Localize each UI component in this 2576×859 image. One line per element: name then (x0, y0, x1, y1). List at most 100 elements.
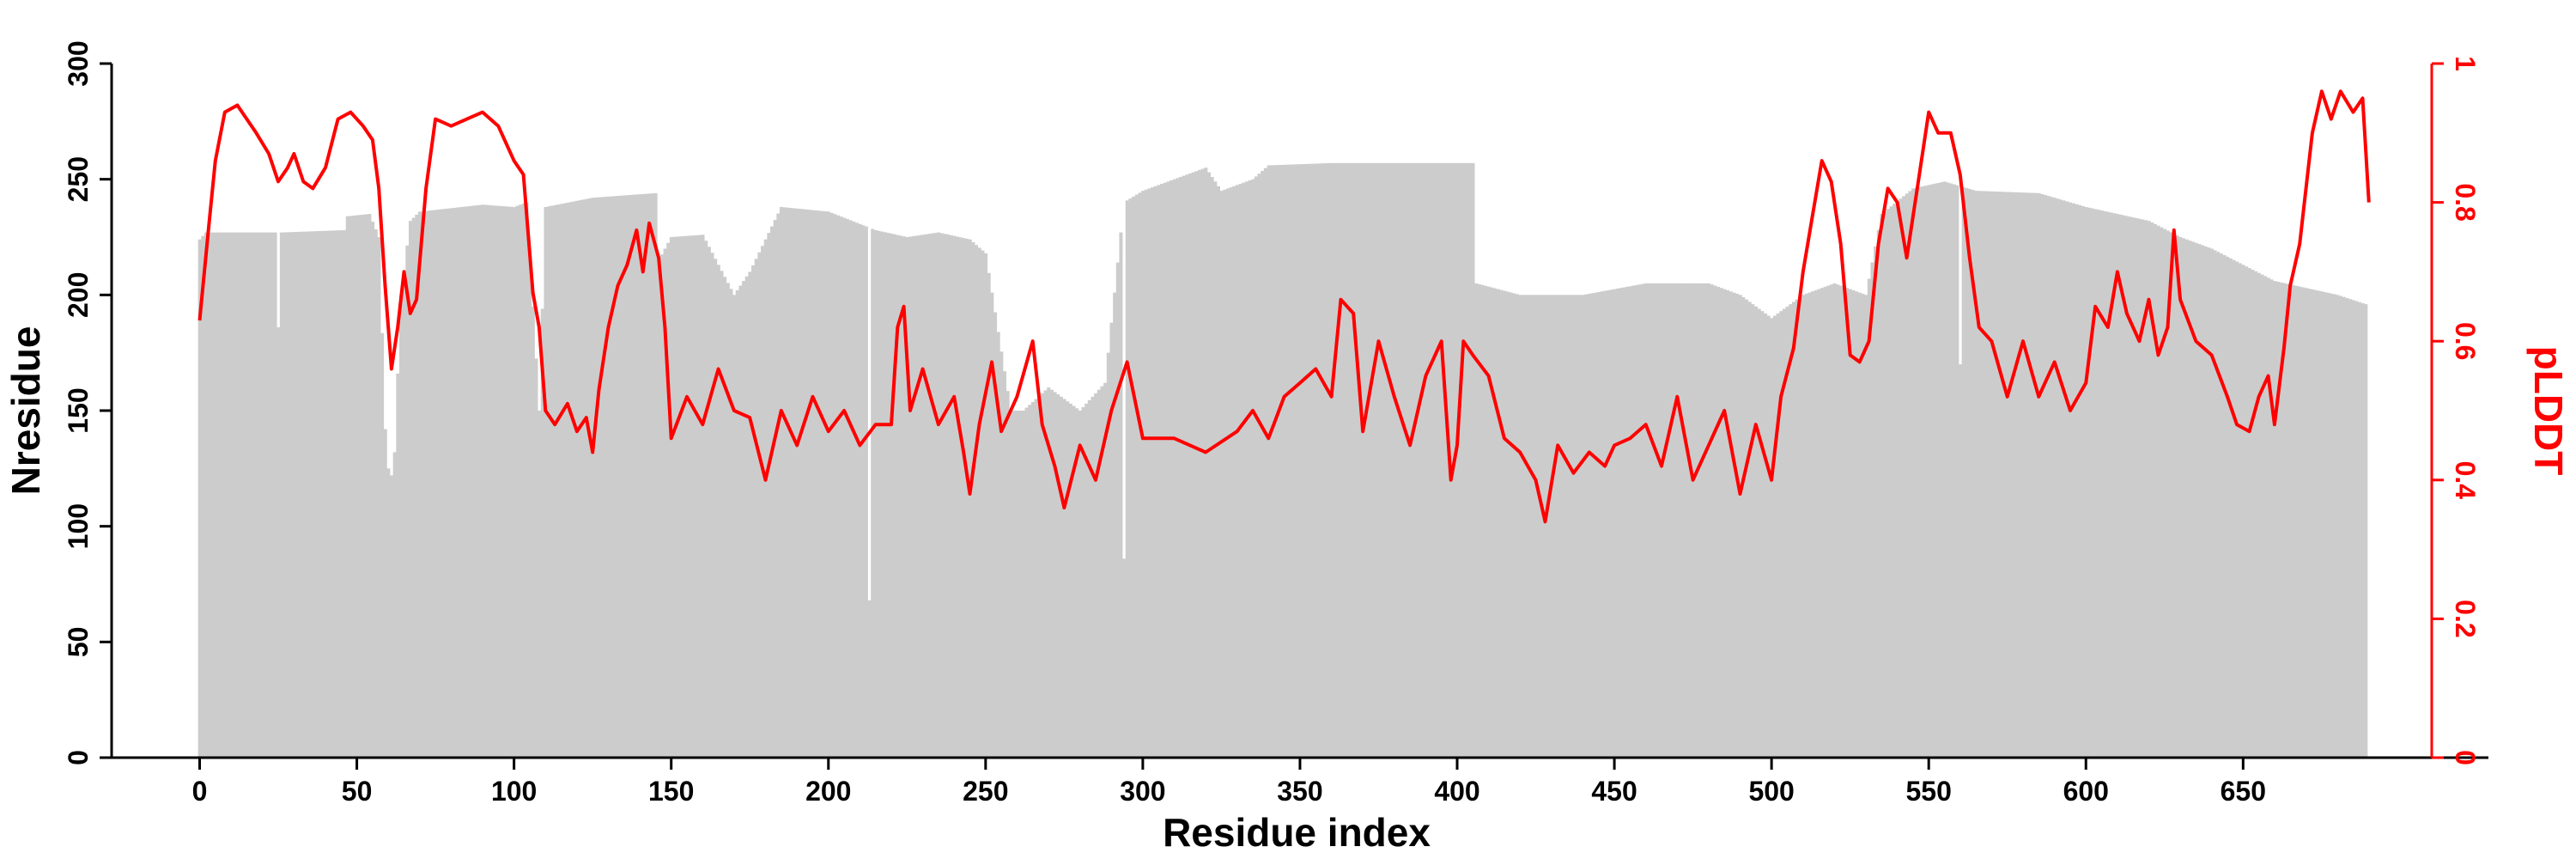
nresidue-bar (1556, 295, 1560, 758)
nresidue-bar (1191, 172, 1195, 758)
nresidue-bar (2197, 244, 2202, 758)
nresidue-bar (1355, 162, 1359, 758)
nresidue-bar (780, 206, 784, 758)
nresidue-bar (1700, 283, 1704, 758)
nresidue-bar (2320, 291, 2324, 758)
nresidue-bar (1028, 405, 1032, 758)
nresidue-bar (2112, 213, 2117, 758)
nresidue-bar (2188, 241, 2192, 758)
nresidue-bar (1163, 182, 1167, 758)
nresidue-bar (1940, 182, 1944, 758)
nresidue-bar (1876, 229, 1880, 758)
nresidue-bar (1600, 291, 1604, 758)
nresidue-bar (892, 234, 896, 758)
y-right-tick-label: 1 (2450, 56, 2481, 71)
nresidue-bar (1899, 198, 1903, 758)
nresidue-bar (2093, 209, 2098, 758)
nresidue-bar (1176, 178, 1180, 758)
nresidue-bar (2228, 258, 2233, 758)
nresidue-bar (1015, 411, 1019, 758)
nresidue-bar (1942, 181, 1947, 758)
nresidue-bar (1552, 295, 1557, 758)
nresidue-bar (2062, 200, 2066, 758)
nresidue-bar (1546, 295, 1551, 758)
nresidue-bar (462, 206, 466, 758)
x-tick-label: 350 (1277, 776, 1322, 807)
nresidue-bar (1151, 187, 1155, 758)
nresidue-bar (368, 214, 372, 758)
nresidue-bar (1364, 162, 1369, 758)
nresidue-bar (1138, 192, 1142, 758)
nresidue-bar (2323, 292, 2327, 758)
nresidue-bar (1594, 292, 1598, 758)
nresidue-bar (289, 232, 293, 758)
nresidue-bar (1814, 289, 1818, 758)
nresidue-bar (455, 207, 459, 758)
nresidue-bar (568, 202, 573, 758)
nresidue-bar (924, 234, 928, 758)
nresidue-bar (1681, 283, 1686, 758)
nresidue-bar (2118, 214, 2123, 758)
nresidue-bar (1461, 162, 1466, 758)
nresidue-bar (245, 232, 249, 758)
nresidue-bar (720, 271, 724, 758)
x-tick-label: 150 (648, 776, 694, 807)
nresidue-bar (465, 206, 469, 758)
nresidue-bar (647, 193, 652, 758)
nresidue-bar (1857, 292, 1862, 758)
nresidue-bar (2345, 297, 2349, 758)
nresidue-bar (2153, 223, 2158, 758)
nresidue-bar (1109, 322, 1114, 758)
nresidue-bar (415, 214, 419, 758)
nresidue-bar (1534, 295, 1538, 758)
nresidue-bar (534, 358, 538, 758)
nresidue-bar (1886, 209, 1890, 758)
nresidue-bar (1914, 187, 1918, 758)
nresidue-bar (789, 208, 793, 758)
nresidue-bar (1615, 288, 1619, 758)
nresidue-bar (2263, 276, 2268, 758)
nresidue-bar (320, 230, 325, 758)
nresidue-bar (2285, 283, 2289, 758)
nresidue-bar (1053, 392, 1057, 758)
y-left-tick-label: 150 (63, 387, 94, 433)
nresidue-bar (2071, 203, 2075, 758)
nresidue-bar (2351, 300, 2355, 758)
nresidue-bar (1836, 284, 1840, 758)
nresidue-bar (509, 206, 513, 758)
nresidue-bar (2294, 285, 2299, 758)
nresidue-bar (1254, 176, 1258, 758)
nresidue-bar (1346, 162, 1350, 758)
nresidue-bar (531, 306, 535, 758)
nresidue-bar (1923, 186, 1928, 758)
nresidue-bar (1880, 214, 1884, 758)
nresidue-bar (471, 205, 476, 758)
nresidue-bar (820, 210, 824, 758)
y-right-tick-label: 0 (2450, 750, 2481, 765)
nresidue-bar (1625, 286, 1629, 758)
nresidue-bar (1040, 393, 1044, 758)
nresidue-bar (1153, 186, 1157, 758)
nresidue-bar (1999, 192, 2003, 758)
nresidue-bar (1172, 179, 1176, 758)
nresidue-bar (1820, 288, 1824, 758)
nresidue-bar (2128, 216, 2132, 758)
nresidue-bar (405, 245, 410, 758)
nresidue-bar (981, 250, 985, 758)
nresidue-bar (2301, 287, 2306, 758)
nresidue-bar (971, 241, 975, 758)
nresidue-bar (1656, 283, 1661, 758)
nresidue-bar (616, 196, 620, 758)
nresidue-bar (2125, 216, 2129, 758)
nresidue-bar (1361, 162, 1365, 758)
nresidue-bar (2304, 288, 2308, 758)
nresidue-bar (1522, 295, 1526, 758)
nresidue-bar (1666, 283, 1670, 758)
nresidue-bar (273, 232, 277, 758)
nresidue-bar (2122, 215, 2126, 758)
nresidue-bar (663, 248, 667, 758)
y-left-axis-title: Nresidue (3, 326, 48, 496)
nresidue-bar (305, 231, 309, 758)
nresidue-bar (2116, 214, 2120, 758)
nresidue-bar (330, 230, 334, 758)
